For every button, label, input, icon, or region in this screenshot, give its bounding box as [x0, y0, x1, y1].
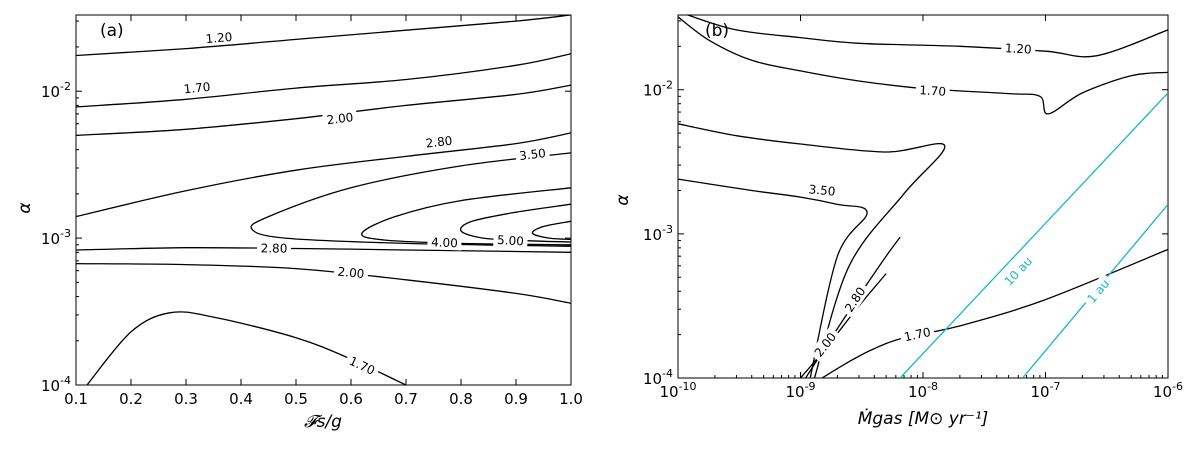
panel-a-contour-10 — [86, 311, 407, 385]
panel-a-contour-label-bg-0 — [201, 28, 237, 47]
panel-a-contour-label-bg-4 — [514, 144, 551, 164]
panel-b-contour-label-bg-0 — [1000, 39, 1036, 57]
panel-a-x-tick-label: 0.4 — [229, 390, 253, 408]
panel-a-y-tick-label: 10-2 — [41, 80, 71, 101]
panel-b-contour-6 — [821, 248, 1168, 378]
panel-a-x-tick-label: 0.8 — [449, 390, 473, 408]
panel-a-contour-label-0: 1.20 — [205, 30, 233, 46]
panel-a-contour-0 — [76, 15, 571, 57]
panel-b-contour-label-6: 1.70 — [903, 325, 932, 344]
panel-b-contour-label-bg-6 — [899, 323, 936, 346]
panel-b-contour-label-bg-8 — [1081, 273, 1115, 309]
panel-a-contour-label-bg-1 — [179, 78, 215, 97]
panel-b-contour-5 — [800, 273, 887, 378]
panel-a-contour-label-2: 2.00 — [326, 110, 354, 127]
panel-b-contour-7 — [899, 92, 1168, 378]
panel-b-contour-0 — [687, 15, 1168, 58]
panel-a-contour-label-7: 5.00 — [497, 233, 525, 249]
panel-a-contour-label-bg-7 — [493, 231, 528, 249]
panel-a-x-tick-label: 0.6 — [339, 390, 363, 408]
panel-b-x-tick-label: 10-8 — [908, 380, 938, 401]
panel-a-x-tick-label: 0.9 — [504, 390, 528, 408]
panel-b-contour-label-0: 1.20 — [1005, 41, 1032, 57]
panel-b-x-tick-label: 10-7 — [1030, 380, 1060, 401]
panel-a-frame — [75, 14, 572, 386]
panel-b-x-tick-label: 10-9 — [785, 380, 815, 401]
panel-a-contour-label-bg-6 — [427, 233, 462, 251]
panel-b-contour-label-bg-5 — [808, 326, 842, 363]
panel-a-x-tick-label: 0.1 — [64, 390, 88, 408]
panel-a-contour-label-bg-2 — [322, 108, 358, 128]
panel-b-contour-1 — [678, 16, 1168, 115]
panel-a-contour-label-3: 2.80 — [425, 134, 453, 151]
panel-a-contour-6 — [361, 187, 571, 246]
panel-b-contour-label-7: 10 au — [1002, 254, 1036, 288]
panel-b-x-axis-label: Ṁgas [M⊙ yr⁻¹] — [858, 408, 989, 429]
panel-b-x-ticks: 10-10 10-9 10-8 10-7 10-6 — [659, 15, 1183, 401]
panel-a-contour-2 — [76, 84, 571, 137]
panel-a: 1.20 1.70 2.00 2.80 3.50 2.80 4.00 5.00 2.00 1.70… — [15, 14, 583, 432]
panel-a-x-tick-label: 0.2 — [119, 390, 143, 408]
panel-b-y-tick-label: 10-2 — [643, 79, 673, 100]
panel-a-x-tick-label: 0.7 — [394, 390, 418, 408]
panel-a-contour-label-9: 2.00 — [337, 265, 365, 282]
panel-a-y-axis-label: α — [15, 202, 35, 213]
panel-a-contour-1 — [76, 53, 571, 108]
panel-a-contour-label-6: 4.00 — [431, 235, 458, 250]
panel-b-contour-3 — [678, 178, 868, 378]
panel-a-contour-label-bg-9 — [333, 263, 369, 282]
panel-a-contour-9 — [76, 262, 571, 304]
panel-a-x-ticks: 0.1 0.2 0.3 0.4 0.5 0.6 0.7 0.8 0.9 1.0 — [64, 15, 583, 408]
panel-b-frame — [677, 14, 1169, 379]
panel-a-contour-label-5: 2.80 — [261, 241, 288, 255]
panel-a-x-axis-label: 𝓕s/g — [304, 412, 342, 432]
panel-b-contour-label-bg-7 — [998, 250, 1038, 292]
panel-b-contour-label-bg-2 — [804, 180, 840, 200]
panel-a-plot-area: 1.20 1.70 2.00 2.80 3.50 2.80 4.00 5.00 2.00 1.70 — [76, 15, 571, 385]
panel-a-x-tick-label: 1.0 — [559, 390, 583, 408]
panel-b-y-axis-label: α — [613, 194, 633, 205]
panel-a-contour-label-4: 3.50 — [518, 146, 546, 163]
panel-a-contour-5 — [76, 247, 571, 253]
panel-a-x-tick-label: 0.5 — [284, 390, 308, 408]
panel-a-contour-label-bg-3 — [421, 132, 457, 152]
panel-b-contour-2 — [678, 123, 946, 378]
panel-a-contour-label-bg-10 — [343, 351, 381, 380]
panel-a-contour-label-1: 1.70 — [183, 80, 211, 97]
panel-a-tag: (a) — [100, 21, 124, 41]
panel-b-contour-label-bg-1 — [915, 82, 951, 99]
panel-b-x-tick-label: 10-10 — [659, 380, 696, 401]
panel-a-contour-label-bg-5 — [256, 240, 292, 256]
panel-b-y-tick-label: 10-3 — [643, 223, 673, 244]
panel-b-contour-label-2: 3.50 — [808, 182, 836, 198]
panel-a-contour-label-10: 1.70 — [347, 354, 377, 378]
panel-a-y-tick-label: 10-3 — [41, 227, 71, 248]
panel-a-y-ticks: 10-410-310-2 — [41, 20, 571, 395]
panel-b-contour-label-1: 1.70 — [919, 83, 947, 99]
panel-b-contour-label-bg-4 — [839, 281, 871, 318]
panel-a-x-tick-label: 0.3 — [174, 390, 198, 408]
panel-b-tag: (b) — [705, 21, 729, 41]
panel-a-contour-3 — [76, 132, 571, 218]
panel-a-contour-4 — [250, 152, 571, 247]
panel-b-x-tick-label: 10-6 — [1153, 380, 1183, 401]
panel-a-contour-8 — [531, 220, 571, 241]
